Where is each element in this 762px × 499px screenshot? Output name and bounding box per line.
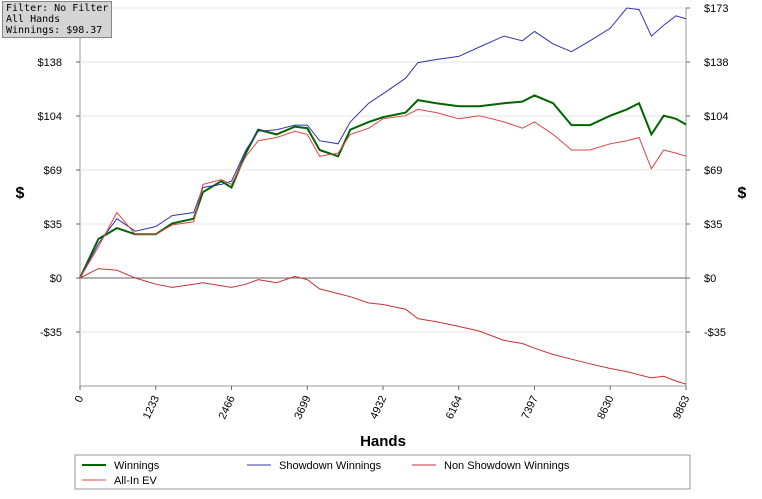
y2-tick-label: $35 xyxy=(704,219,722,231)
y-tick-label: $35 xyxy=(44,219,62,231)
y-tick-label: $104 xyxy=(38,111,62,123)
plot-area xyxy=(79,7,687,387)
x-tick-label: 0 xyxy=(73,394,86,405)
y2-axis-label: $ xyxy=(738,185,747,202)
x-tick-label: 6164 xyxy=(444,394,465,421)
filter-line: Winnings: $98.37 xyxy=(6,25,103,36)
legend-label: Showdown Winnings xyxy=(279,460,382,472)
legend xyxy=(74,454,691,490)
y-tick-label: $138 xyxy=(38,57,62,69)
filter-line: All Hands xyxy=(6,14,61,25)
y2-tick-label: -$35 xyxy=(704,327,726,339)
y2-tick-label: $138 xyxy=(704,57,728,69)
y-axis-label: $ xyxy=(16,185,25,202)
x-tick-label: 3699 xyxy=(292,394,313,421)
x-tick-label: 7397 xyxy=(520,394,541,421)
x-tick-label: 8630 xyxy=(595,394,616,421)
y-tick-label: -$35 xyxy=(40,327,62,339)
series-line xyxy=(79,7,687,279)
x-tick-label: 1233 xyxy=(141,394,162,421)
x-tick-label: 4932 xyxy=(368,394,389,421)
legend-label: Non Showdown Winnings xyxy=(444,460,570,472)
x-tick-label: 9863 xyxy=(671,394,692,421)
y2-tick-label: $173 xyxy=(704,3,728,15)
series-line xyxy=(79,268,687,385)
y-tick-label: $0 xyxy=(50,273,62,285)
y-tick-label: $69 xyxy=(44,165,62,177)
legend-label: Winnings xyxy=(114,460,160,472)
series-line xyxy=(79,108,687,279)
y2-tick-label: $0 xyxy=(704,273,716,285)
y2-tick-label: $69 xyxy=(704,165,722,177)
filter-box: Filter: No Filter All Hands Winnings: $9… xyxy=(2,1,113,38)
legend-label: All-In EV xyxy=(114,475,157,487)
x-tick-label: 2466 xyxy=(217,394,238,421)
y2-tick-label: $104 xyxy=(704,111,728,123)
x-axis-label: Hands xyxy=(360,433,406,450)
filter-line: Filter: No Filter xyxy=(6,3,109,14)
